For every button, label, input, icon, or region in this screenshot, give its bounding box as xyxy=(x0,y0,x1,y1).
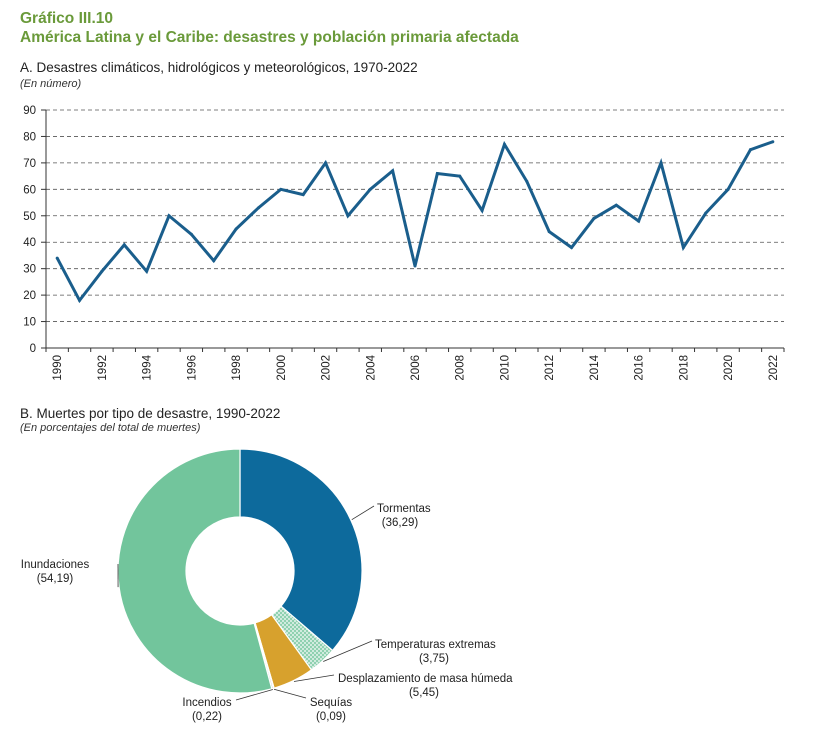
x-tick-label: 2018 xyxy=(678,355,690,381)
data-point xyxy=(167,214,171,218)
x-tick-label: 1998 xyxy=(231,355,243,381)
data-point xyxy=(78,298,82,302)
data-point xyxy=(122,243,126,247)
y-tick-label: 20 xyxy=(23,290,36,302)
y-tick-label: 80 xyxy=(23,131,36,143)
data-point xyxy=(771,140,775,144)
leader-line xyxy=(351,505,375,520)
figure-title-block: Gráfico III.10 América Latina y el Carib… xyxy=(20,9,519,47)
slice-label: Desplazamiento de masa húmeda xyxy=(338,673,513,685)
data-point xyxy=(301,193,305,197)
chart-b-title: B. Muertes por tipo de desastre, 1990-20… xyxy=(20,406,281,421)
x-tick-label: 2004 xyxy=(365,354,377,380)
chart-b-donut-chart: Tormentas (36,29) Temperaturas extremas (3,… xyxy=(21,448,513,723)
y-tick-label: 90 xyxy=(23,105,36,117)
x-tick-label: 2006 xyxy=(410,355,422,381)
slice-value-label: (36,29) xyxy=(382,517,419,529)
slice-value-label: (0,09) xyxy=(316,711,346,723)
data-point xyxy=(704,211,708,215)
slice-value-label: (54,19) xyxy=(37,573,74,585)
x-tick-label: 2010 xyxy=(499,355,511,381)
slice-label: Incendios xyxy=(182,697,231,709)
chart-a-line-chart: 0 10 20 30 40 50 60 70 80 90 1990 1992 1994 1996 1998 2… xyxy=(23,105,785,381)
x-tick-label: 1994 xyxy=(142,354,154,380)
data-point xyxy=(458,174,462,178)
data-point xyxy=(748,148,752,152)
data-point xyxy=(637,219,641,223)
data-point xyxy=(55,256,59,260)
data-point xyxy=(480,208,484,212)
data-point xyxy=(279,187,283,191)
data-point xyxy=(212,259,216,263)
data-point xyxy=(234,227,238,231)
leader-line xyxy=(273,688,307,699)
x-tick-label: 2012 xyxy=(544,355,556,381)
slice-value-label: (3,75) xyxy=(419,653,449,665)
data-point xyxy=(502,142,506,146)
x-tick-label: 2014 xyxy=(589,354,601,380)
y-tick-label: 70 xyxy=(23,158,36,170)
leader-line xyxy=(293,674,335,682)
slice-label: Sequías xyxy=(310,697,352,709)
y-tick-label: 50 xyxy=(23,211,36,223)
donut-slice xyxy=(117,448,273,694)
chart-a-title: A. Desastres climáticos, hidrológicos y … xyxy=(20,60,418,75)
slice-value-label: (0,22) xyxy=(192,711,222,723)
figure-number: Gráfico III.10 xyxy=(20,10,114,27)
leader-line xyxy=(235,689,273,701)
slice-value-label: (5,45) xyxy=(409,687,439,699)
y-tick-label: 10 xyxy=(23,317,36,329)
data-point xyxy=(413,264,417,268)
data-point xyxy=(368,187,372,191)
slice-label: Inundaciones xyxy=(21,559,90,571)
data-point xyxy=(659,161,663,165)
donut-slice xyxy=(239,448,363,652)
slice-label: Temperaturas extremas xyxy=(375,639,496,651)
data-point xyxy=(726,187,730,191)
x-tick-label: 2020 xyxy=(723,355,735,381)
chart-a-subtitle: (En número) xyxy=(20,78,82,90)
x-tick-label: 2016 xyxy=(634,355,646,381)
data-point xyxy=(681,246,685,250)
x-tick-label: 1992 xyxy=(97,355,109,381)
x-tick-label: 1996 xyxy=(186,355,198,381)
data-point xyxy=(614,203,618,207)
x-tick-label: 2022 xyxy=(768,355,780,381)
data-point xyxy=(525,179,529,183)
data-point xyxy=(324,161,328,165)
slice-label: Tormentas xyxy=(377,503,431,515)
x-tick-label: 1990 xyxy=(52,355,64,381)
data-point xyxy=(256,206,260,210)
y-tick-label: 30 xyxy=(23,264,36,276)
x-tick-label: 2000 xyxy=(276,355,288,381)
y-tick-label: 40 xyxy=(23,237,36,249)
data-point xyxy=(189,232,193,236)
chart-b-subtitle: (En porcentajes del total de muertes) xyxy=(20,422,201,434)
y-tick-label: 0 xyxy=(30,343,36,355)
data-point xyxy=(391,169,395,173)
leader-line xyxy=(323,640,373,662)
x-tick-label: 2002 xyxy=(321,355,333,381)
data-point xyxy=(570,246,574,250)
data-point xyxy=(145,269,149,273)
data-point xyxy=(592,216,596,220)
figure-title: América Latina y el Caribe: desastres y … xyxy=(20,29,519,46)
x-tick-label: 2008 xyxy=(455,355,467,381)
data-point xyxy=(346,214,350,218)
y-tick-label: 60 xyxy=(23,184,36,196)
series-line xyxy=(55,140,774,304)
data-point xyxy=(100,269,104,273)
data-point xyxy=(435,171,439,175)
data-point xyxy=(547,230,551,234)
